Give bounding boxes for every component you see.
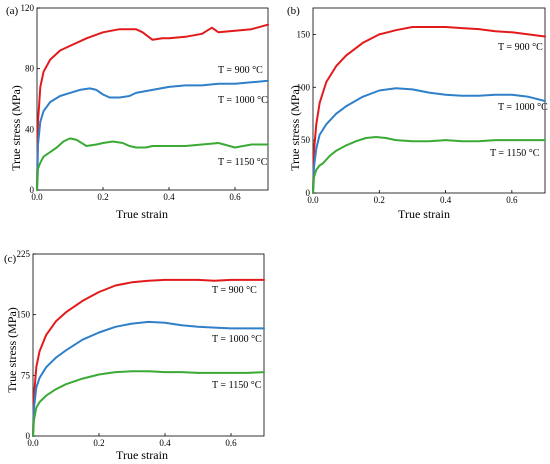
- panel-a-annotation-1150: T = 1150 °C: [218, 157, 268, 168]
- panel-c-xlabel: True strain: [116, 448, 168, 462]
- panel-c-ytick-label: 150: [17, 310, 31, 320]
- panel-b: (b) True stress (MPa) True strain 0.0 0.2…: [287, 5, 548, 221]
- panel-b-xtick-label: 0.2: [374, 195, 385, 205]
- panel-c-xtick-label: 0.6: [225, 438, 237, 448]
- panel-c-label: (c): [4, 253, 17, 265]
- panel-b-series-1150-line: [312, 136, 546, 194]
- panel-b-xtick-label: 0.4: [440, 195, 452, 205]
- panel-c-plot-area: 0.0 0.2 0.4 0.6 0 75 150 225: [17, 249, 265, 448]
- panel-b-ytick-label: 50: [301, 135, 311, 145]
- panel-c-xtick-label: 0.0: [27, 438, 39, 448]
- panel-b-annotation-1000: T = 1000 °C: [498, 102, 548, 113]
- panel-c-series-900-line: [32, 278, 265, 437]
- panel-c-ytick-label: 75: [21, 370, 31, 380]
- panel-a-plot-area: 0.0 0.2 0.4 0.6 0 40 80 120: [21, 3, 269, 202]
- panel-c-ylabel: True stress (MPa): [5, 307, 19, 393]
- panel-a-frame: [36, 7, 269, 191]
- panel-b-xtick-label: 0.0: [307, 195, 319, 205]
- panel-a-ytick-label: 0: [30, 185, 35, 195]
- panel-a-xtick-label: 0.2: [97, 192, 108, 202]
- panel-b-annotation-1150: T = 1150 °C: [490, 148, 540, 159]
- panel-c-series-1150-line: [32, 370, 265, 437]
- panel-a-annotation-1000: T = 1000 °C: [218, 95, 268, 106]
- panel-b-ytick-label: 100: [297, 82, 311, 92]
- panel-a: (a) True stress (MPa) True strain 0.0 0.2…: [6, 3, 269, 221]
- panel-b-label: (b): [287, 5, 300, 17]
- panel-b-annotation-900: T = 900 °C: [498, 42, 543, 53]
- panel-c-xtick-label: 0.4: [159, 438, 171, 448]
- panel-c-series-1000-line: [32, 320, 265, 437]
- panel-c-annotation-900: T = 900 °C: [212, 285, 257, 296]
- panel-a-label: (a): [6, 5, 19, 17]
- panel-a-annotation-900: T = 900 °C: [218, 65, 263, 76]
- panel-a-ylabel: True stress (MPa): [9, 85, 23, 171]
- panel-b-series-1000-line: [312, 87, 546, 194]
- panel-a-xtick-label: 0.4: [163, 192, 175, 202]
- panel-b-xtick-label: 0.6: [506, 195, 518, 205]
- panel-a-series-900-line: [36, 23, 269, 191]
- panel-c-xtick-label: 0.2: [93, 438, 104, 448]
- panel-c-annotation-1000: T = 1000 °C: [212, 334, 262, 345]
- panel-a-xtick-label: 0.6: [229, 192, 241, 202]
- panel-c-frame: [32, 253, 265, 437]
- panel-a-series-1150-line: [36, 137, 269, 191]
- panel-a-ytick-label: 80: [25, 64, 35, 74]
- panel-a-series-1000-line: [36, 79, 269, 191]
- panel-b-series-900-line: [312, 26, 546, 194]
- panel-b-ytick-label: 0: [306, 188, 311, 198]
- panel-c: (c) True stress (MPa) True strain 0.0 0.2…: [4, 249, 265, 462]
- panel-c-ytick-label: 225: [17, 249, 31, 259]
- panel-a-ytick-label: 40: [25, 124, 35, 134]
- panel-b-ytick-label: 150: [297, 29, 311, 39]
- panel-a-xtick-label: 0.0: [31, 192, 43, 202]
- panel-c-ytick-label: 0: [26, 431, 31, 441]
- panel-b-frame: [312, 7, 546, 194]
- panel-a-ytick-label: 120: [21, 3, 35, 13]
- panel-b-xlabel: True strain: [398, 207, 450, 221]
- panel-c-annotation-1150: T = 1150 °C: [212, 380, 262, 391]
- panel-b-plot-area: 0.0 0.2 0.4 0.6 0 50 100 150: [297, 7, 546, 205]
- panel-b-ylabel: True stress (MPa): [288, 85, 302, 171]
- panel-a-xlabel: True strain: [116, 207, 168, 221]
